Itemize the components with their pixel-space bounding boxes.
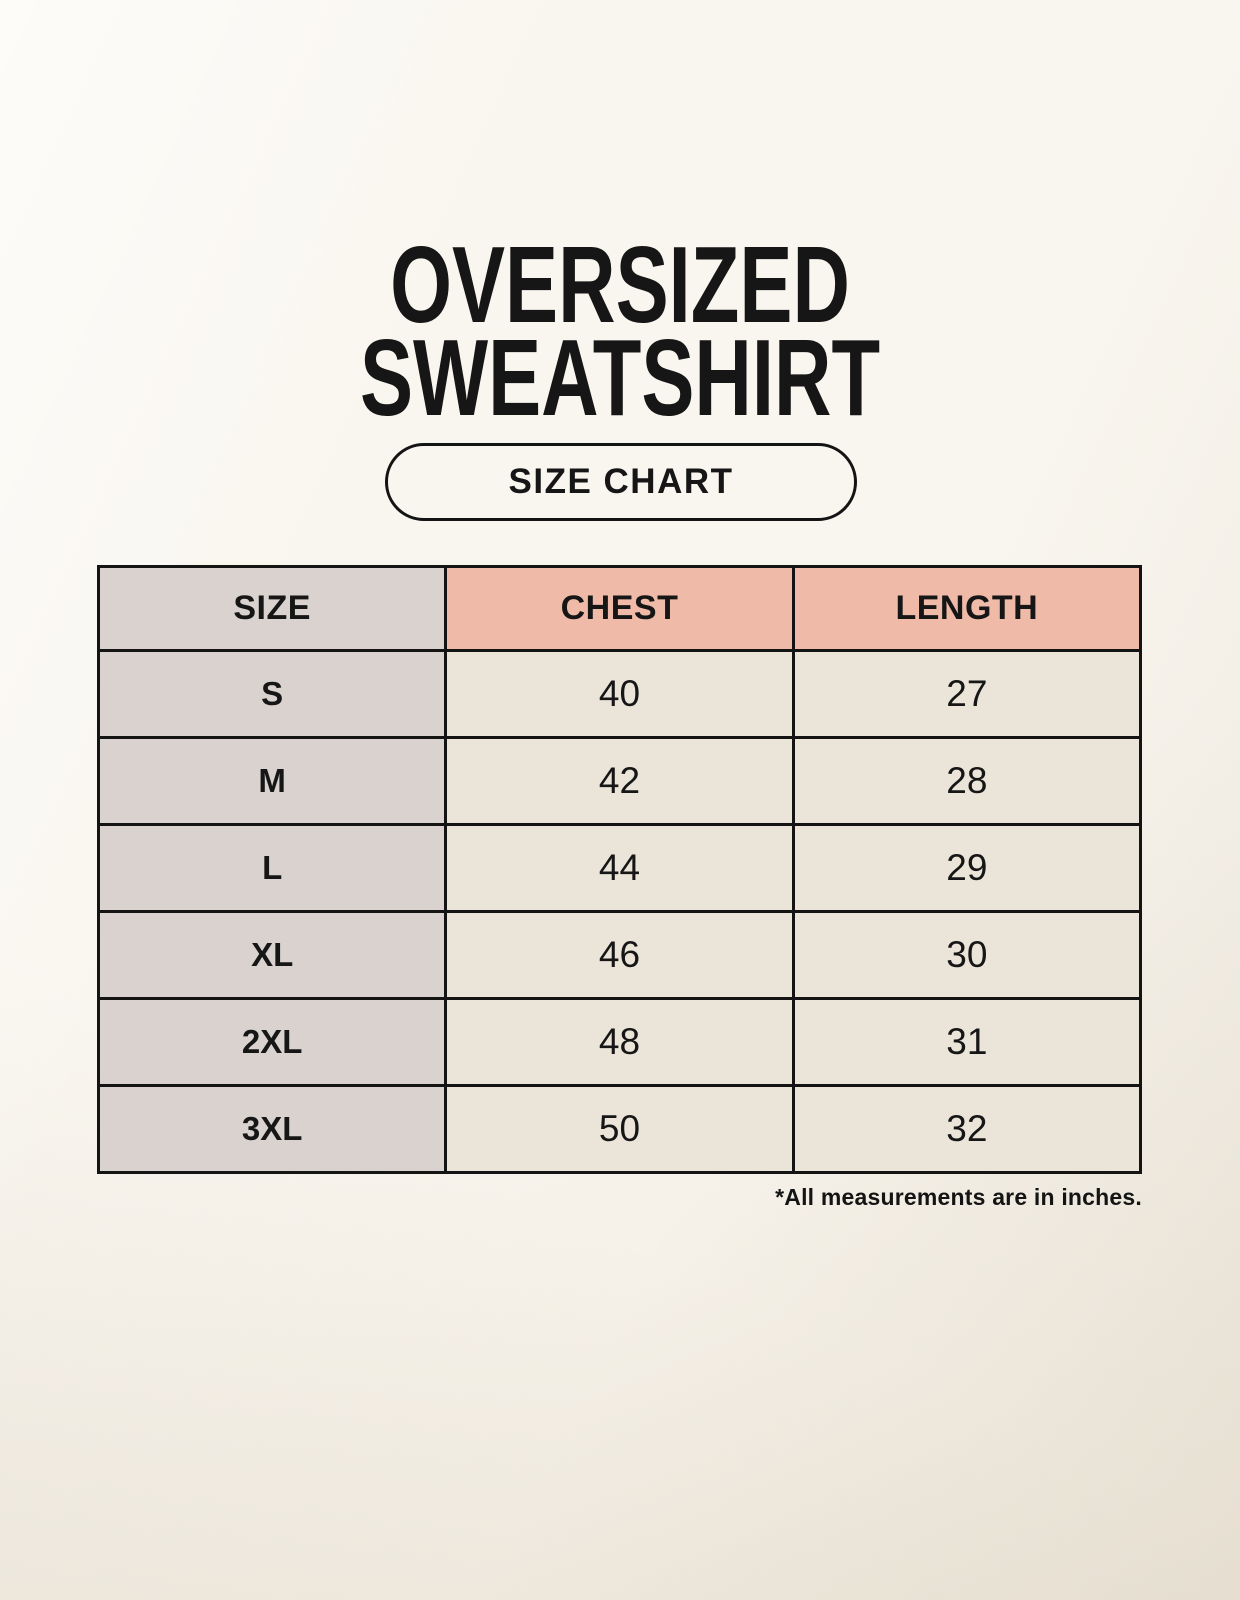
size-label: S	[96, 649, 448, 739]
header-chest: CHEST	[444, 565, 795, 652]
chest-value: 46	[444, 910, 795, 1000]
chest-value: 40	[444, 649, 795, 739]
page-title-line1: OVERSIZED	[390, 224, 850, 346]
chest-value: 50	[444, 1084, 795, 1174]
table-row: 2XL 48 31	[96, 997, 1143, 1087]
table-row: 3XL 50 32	[96, 1084, 1143, 1174]
size-chart-button-label: SIZE CHART	[508, 462, 734, 501]
size-label: 2XL	[96, 997, 448, 1087]
length-value: 32	[791, 1084, 1143, 1174]
size-table: SIZE CHEST LENGTH S 40 27 M 42 28 L 44 2…	[96, 565, 1143, 1174]
size-chart-button[interactable]: SIZE CHART	[385, 443, 857, 521]
size-label: XL	[96, 910, 448, 1000]
table-row: S 40 27	[96, 649, 1143, 739]
length-value: 28	[791, 736, 1143, 826]
length-value: 31	[791, 997, 1143, 1087]
length-value: 30	[791, 910, 1143, 1000]
size-label: 3XL	[96, 1084, 448, 1174]
size-label: L	[96, 823, 448, 913]
size-label: M	[96, 736, 448, 826]
measurements-footnote: *All measurements are in inches.	[775, 1184, 1142, 1210]
chest-value: 44	[444, 823, 795, 913]
table-row: XL 46 30	[96, 910, 1143, 1000]
chest-value: 48	[444, 997, 795, 1087]
chest-value: 42	[444, 736, 795, 826]
table-header-row: SIZE CHEST LENGTH	[96, 565, 1143, 652]
header-size: SIZE	[96, 565, 448, 652]
length-value: 29	[791, 823, 1143, 913]
page-title-line2: SWEATSHIRT	[359, 317, 881, 439]
header-length: LENGTH	[791, 565, 1143, 652]
page-title: OVERSIZED SWEATSHIRT	[167, 224, 1072, 439]
length-value: 27	[791, 649, 1143, 739]
table-row: M 42 28	[96, 736, 1143, 826]
table-row: L 44 29	[96, 823, 1143, 913]
